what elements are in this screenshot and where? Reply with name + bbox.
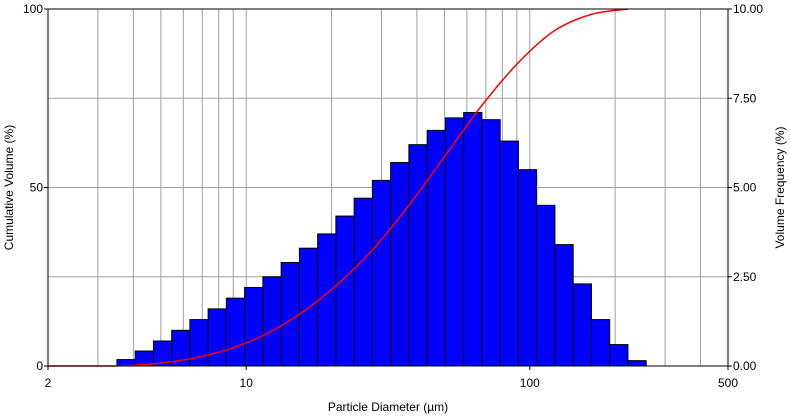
frequency-bar — [554, 244, 574, 367]
x-tick-label: 10 — [240, 376, 254, 390]
y-left-tick-label: 0 — [36, 359, 43, 373]
y-left-tick-label: 100 — [23, 2, 43, 16]
frequency-bar — [499, 140, 519, 367]
y-right-tick-label: 0.00 — [733, 359, 757, 373]
frequency-bar — [317, 233, 337, 367]
frequency-bar — [517, 169, 538, 367]
frequency-bar — [408, 144, 428, 367]
frequency-bar — [481, 119, 501, 367]
y-right-tick-label: 5.00 — [733, 181, 757, 195]
y-left-tick-label: 50 — [30, 181, 44, 195]
frequency-bar — [353, 197, 373, 367]
frequency-bar — [444, 117, 465, 367]
y-right-tick-label: 7.50 — [733, 91, 757, 105]
frequency-bar — [426, 129, 446, 367]
frequency-bar — [390, 162, 410, 367]
y-right-tick-label: 10.00 — [733, 2, 763, 16]
y-right-axis-title: Volume Frequency (%) — [773, 126, 787, 248]
y-left-axis-title: Cumulative Volume (%) — [2, 125, 16, 250]
frequency-bar — [627, 360, 647, 367]
y-right-tick-label: 2.50 — [733, 270, 757, 284]
cumulative-volume-curve — [48, 8, 629, 367]
x-tick-label: 500 — [718, 376, 738, 390]
frequency-bar — [280, 261, 300, 367]
frequency-bar — [572, 283, 592, 367]
frequency-bar — [536, 204, 556, 367]
frequency-bar — [335, 215, 355, 367]
x-tick-label: 100 — [520, 376, 540, 390]
cumulative-curve-layer — [48, 8, 629, 367]
frequency-bar — [371, 179, 392, 367]
frequency-bar — [590, 319, 611, 367]
frequency-bar — [609, 344, 629, 367]
x-axis-title: Particle Diameter (µm) — [328, 400, 448, 414]
frequency-bar — [244, 286, 264, 367]
frequency-bar — [225, 297, 246, 367]
frequency-bar — [262, 276, 282, 367]
frequency-bar — [463, 112, 483, 367]
x-tick-label: 2 — [45, 376, 52, 390]
frequency-bar — [207, 308, 227, 367]
ticks: 2 10 100 500 0 50 100 0.00 2.50 5.00 7.50 10.00 — [23, 2, 763, 390]
